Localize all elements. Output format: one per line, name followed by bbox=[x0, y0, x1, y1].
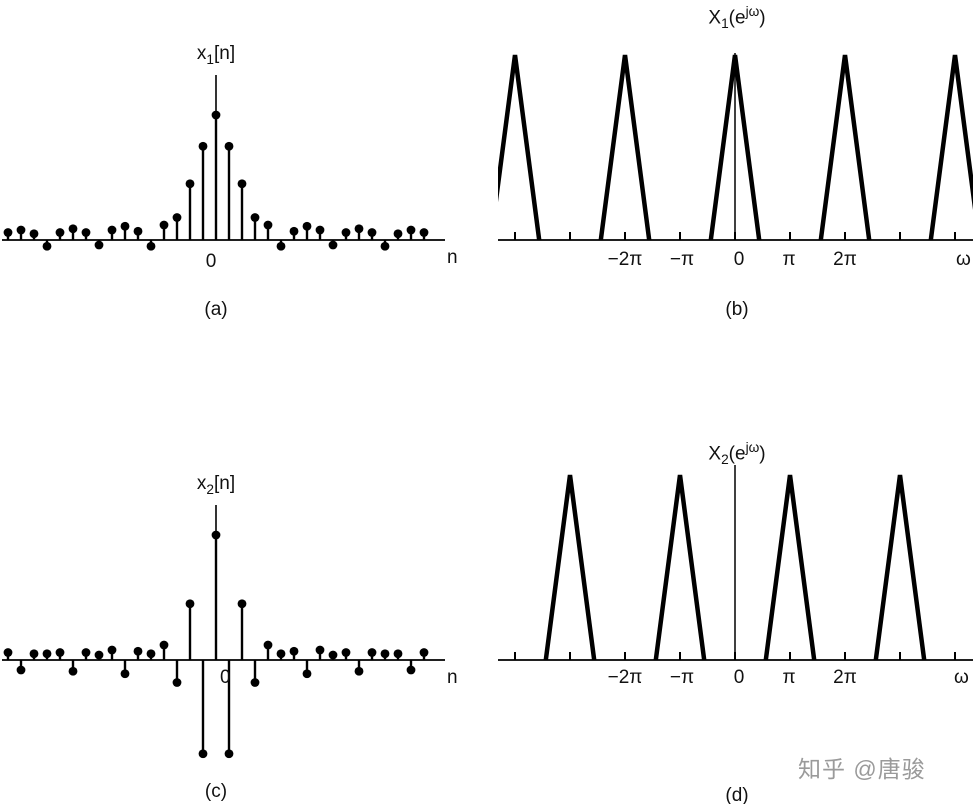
watermark-text: 知乎 @唐骏 bbox=[798, 756, 926, 782]
chart-b-tick-label-zero: 0 bbox=[733, 249, 745, 270]
chart-d-tick-label-pi: π bbox=[782, 667, 796, 688]
chart-d-caption: (d) bbox=[725, 785, 749, 804]
chart-b-title: X1(ejω) bbox=[708, 4, 766, 32]
chart-b-tick-label-pi: π bbox=[782, 249, 796, 270]
chart-d-tick-label-minus-pi: −π bbox=[669, 667, 695, 688]
chart-a-caption: (a) bbox=[204, 299, 228, 320]
spectrum-plot-x1 bbox=[498, 53, 973, 241]
chart-a-origin-label: 0 bbox=[205, 251, 217, 272]
chart-d-tick-label-2pi: 2π bbox=[833, 667, 857, 688]
chart-d-xlabel: ω bbox=[954, 667, 969, 688]
chart-c-xlabel: n bbox=[447, 667, 458, 688]
spectrum-plot-x2 bbox=[498, 465, 973, 661]
chart-b-caption: (b) bbox=[725, 299, 749, 320]
chart-d-title: X2(ejω) bbox=[708, 440, 766, 468]
stem-plot-x1 bbox=[2, 75, 445, 251]
chart-d-tick-label-minus-2pi: −2π bbox=[607, 667, 643, 688]
chart-a-title: x1[n] bbox=[196, 43, 236, 67]
chart-d-tick-label-zero: 0 bbox=[733, 667, 745, 688]
chart-c-caption: (c) bbox=[204, 781, 228, 802]
chart-b-tick-label-minus-2pi: −2π bbox=[607, 249, 643, 270]
chart-c-origin-label: 0 bbox=[220, 667, 231, 688]
chart-b-tick-label-2pi: 2π bbox=[833, 249, 857, 270]
stem-plot-x2 bbox=[2, 505, 445, 759]
chart-a-xlabel: n bbox=[447, 247, 458, 268]
chart-c-title: x2[n] bbox=[196, 473, 236, 497]
chart-b-xlabel: ω bbox=[956, 249, 971, 270]
chart-b-tick-label-minus-pi: −π bbox=[669, 249, 695, 270]
